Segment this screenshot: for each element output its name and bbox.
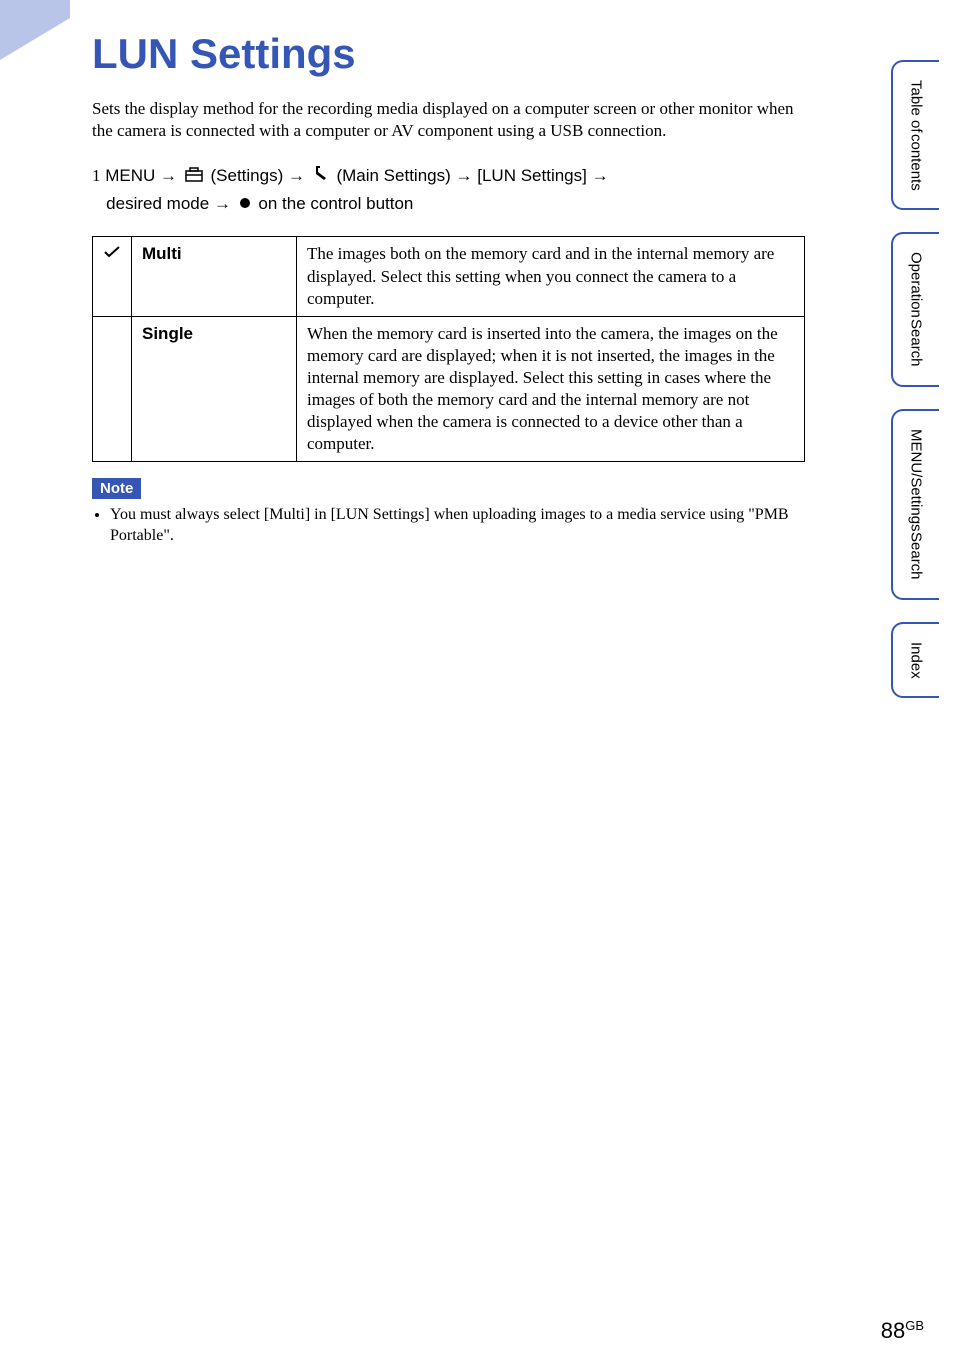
- tab-index[interactable]: Index: [891, 622, 939, 699]
- settings-table: Multi The images both on the memory card…: [92, 236, 805, 462]
- tab-label: contents: [908, 134, 925, 191]
- arrow-icon: →: [214, 194, 236, 213]
- note-list: You must always select [Multi] in [LUN S…: [92, 505, 805, 547]
- table-row: Multi The images both on the memory card…: [93, 237, 805, 316]
- note-item: You must always select [Multi] in [LUN S…: [110, 505, 805, 547]
- dot-icon: [238, 191, 252, 218]
- step-lun: [LUN Settings]: [477, 166, 587, 185]
- option-description: The images both on the memory card and i…: [297, 237, 805, 316]
- page-title: LUN Settings: [92, 30, 805, 78]
- checkmark-icon: [103, 245, 121, 259]
- page-number-value: 88: [881, 1318, 905, 1343]
- checkmark-cell: [93, 237, 132, 316]
- hammer-icon: [312, 163, 330, 190]
- step-desired: desired mode: [106, 194, 209, 213]
- page-suffix: GB: [905, 1318, 924, 1333]
- tab-label: Table of: [908, 80, 925, 133]
- step-menu: MENU: [105, 166, 155, 185]
- table-row: Single When the memory card is inserted …: [93, 316, 805, 462]
- tab-label: Index: [908, 642, 925, 679]
- arrow-icon: →: [288, 166, 310, 185]
- page-number: 88GB: [881, 1318, 924, 1344]
- tab-label: Search: [908, 319, 925, 367]
- side-tabs-container: Table of contents Operation Search MENU/…: [891, 60, 939, 698]
- arrow-icon: →: [592, 166, 609, 185]
- step-main-settings: (Main Settings): [336, 166, 450, 185]
- option-description: When the memory card is inserted into th…: [297, 316, 805, 462]
- step-control: on the control button: [258, 194, 413, 213]
- tab-operation-search[interactable]: Operation Search: [891, 232, 939, 386]
- tab-table-of-contents[interactable]: Table of contents: [891, 60, 939, 210]
- tab-label: Operation: [908, 252, 925, 318]
- main-content: LUN Settings Sets the display method for…: [0, 0, 850, 547]
- tab-label: MENU/Settings: [908, 429, 925, 532]
- arrow-icon: →: [160, 166, 182, 185]
- step-number: 1: [92, 166, 101, 185]
- arrow-icon: →: [456, 166, 478, 185]
- toolbox-icon: [184, 163, 204, 190]
- tab-label: Search: [908, 532, 925, 580]
- option-label: Single: [132, 316, 297, 462]
- step-instruction: 1 MENU → (Settings) → (Main Settings) → …: [92, 162, 805, 218]
- option-label: Multi: [132, 237, 297, 316]
- intro-paragraph: Sets the display method for the recordin…: [92, 98, 805, 142]
- note-badge: Note: [92, 478, 141, 499]
- tab-menu-settings-search[interactable]: MENU/Settings Search: [891, 409, 939, 600]
- checkmark-cell: [93, 316, 132, 462]
- step-settings: (Settings): [211, 166, 284, 185]
